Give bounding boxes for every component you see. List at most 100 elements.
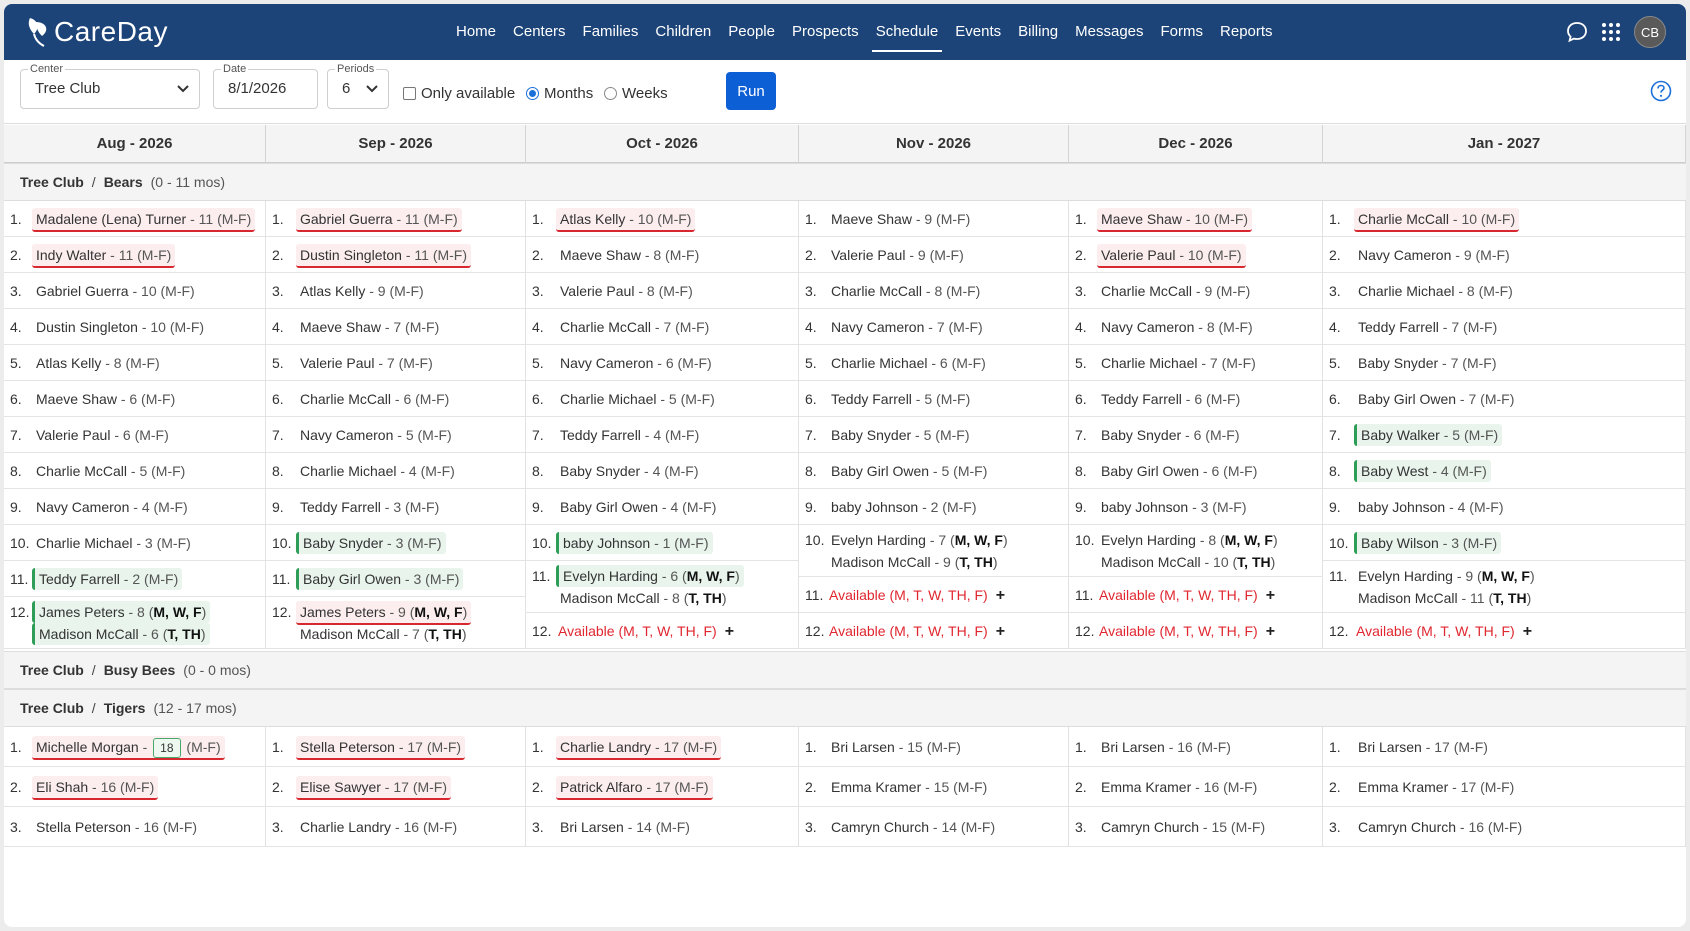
child-entry[interactable]: baby Johnson - 4 (M-F) bbox=[1354, 496, 1508, 518]
child-entry[interactable]: Atlas Kelly - 9 (M-F) bbox=[296, 280, 428, 302]
child-entry[interactable]: Navy Cameron - 9 (M-F) bbox=[1354, 244, 1514, 266]
child-entry[interactable]: Charlie McCall - 6 (M-F) bbox=[296, 388, 453, 410]
nav-item-events[interactable]: Events bbox=[955, 23, 1002, 40]
child-entry[interactable]: Baby Snyder - 6 (M-F) bbox=[1097, 424, 1244, 446]
child-entry[interactable]: Valerie Paul - 7 (M-F) bbox=[296, 352, 437, 374]
child-entry[interactable]: Valerie Paul - 8 (M-F) bbox=[556, 280, 697, 302]
available-slot[interactable]: Available (M, T, W, TH, F) + bbox=[1097, 584, 1279, 607]
child-entry[interactable]: Charlie Michael - 7 (M-F) bbox=[1097, 352, 1260, 374]
child-entry[interactable]: Baby Wilson - 3 (M-F) bbox=[1354, 532, 1502, 554]
child-entry[interactable]: Navy Cameron - 8 (M-F) bbox=[1097, 316, 1257, 338]
child-entry[interactable]: Valerie Paul - 10 (M-F) bbox=[1097, 244, 1246, 268]
child-entry[interactable]: Stella Peterson - 16 (M-F) bbox=[32, 816, 201, 838]
add-icon[interactable]: + bbox=[724, 623, 735, 640]
add-icon[interactable]: + bbox=[1522, 623, 1533, 640]
nav-item-centers[interactable]: Centers bbox=[513, 23, 566, 40]
available-slot[interactable]: Available (M, T, W, TH, F) + bbox=[827, 584, 1009, 607]
child-entry[interactable]: Charlie McCall - 5 (M-F) bbox=[32, 460, 189, 482]
child-entry[interactable]: Gabriel Guerra - 11 (M-F) bbox=[296, 208, 462, 232]
child-entry[interactable]: Maeve Shaw - 6 (M-F) bbox=[32, 388, 179, 410]
date-input[interactable]: Date 8/1/2026 bbox=[213, 63, 318, 109]
child-entry[interactable]: Baby Walker - 5 (M-F) bbox=[1354, 424, 1503, 446]
nav-item-forms[interactable]: Forms bbox=[1160, 23, 1204, 40]
child-entry[interactable]: Baby Snyder - 4 (M-F) bbox=[556, 460, 703, 482]
nav-item-prospects[interactable]: Prospects bbox=[791, 23, 859, 40]
child-entry[interactable]: Dustin Singleton - 11 (M-F) bbox=[296, 244, 472, 268]
child-entry[interactable]: Baby Girl Owen - 4 (M-F) bbox=[556, 496, 720, 518]
child-entry[interactable]: Valerie Paul - 9 (M-F) bbox=[827, 244, 968, 266]
child-entry[interactable]: Camryn Church - 16 (M-F) bbox=[1354, 816, 1526, 838]
child-entry[interactable]: James Peters - 9 (M, W, F) bbox=[296, 601, 472, 625]
child-entry[interactable]: Atlas Kelly - 8 (M-F) bbox=[32, 352, 164, 374]
add-icon[interactable]: + bbox=[995, 587, 1006, 604]
child-entry[interactable]: Dustin Singleton - 10 (M-F) bbox=[32, 316, 208, 338]
careday-logo[interactable]: CareDay bbox=[24, 13, 168, 51]
child-entry[interactable]: Charlie McCall - 9 (M-F) bbox=[1097, 280, 1254, 302]
available-slot[interactable]: Available (M, T, W, TH, F) + bbox=[1354, 620, 1536, 643]
child-entry[interactable]: baby Johnson - 1 (M-F) bbox=[556, 532, 713, 554]
child-entry[interactable]: Baby Snyder - 5 (M-F) bbox=[827, 424, 974, 446]
child-entry[interactable]: Teddy Farrell - 6 (M-F) bbox=[1097, 388, 1244, 410]
child-entry[interactable]: Stella Peterson - 17 (M-F) bbox=[296, 736, 466, 760]
child-entry[interactable]: Baby Snyder - 3 (M-F) bbox=[296, 532, 446, 554]
add-icon[interactable]: + bbox=[995, 623, 1006, 640]
child-entry[interactable]: Madison McCall - 11 (T, TH) bbox=[1354, 587, 1535, 609]
child-entry[interactable]: Emma Kramer - 15 (M-F) bbox=[827, 776, 991, 798]
child-entry[interactable]: Elise Sawyer - 17 (M-F) bbox=[296, 776, 452, 800]
child-entry[interactable]: Baby Girl Owen - 7 (M-F) bbox=[1354, 388, 1518, 410]
periods-select[interactable]: Periods 6 bbox=[327, 63, 389, 109]
child-entry[interactable]: Charlie Michael - 3 (M-F) bbox=[32, 532, 195, 554]
child-entry[interactable]: Charlie Michael - 4 (M-F) bbox=[296, 460, 459, 482]
apps-grid-icon[interactable] bbox=[1598, 19, 1624, 45]
child-entry[interactable]: Charlie McCall - 10 (M-F) bbox=[1354, 208, 1520, 232]
child-entry[interactable]: Camryn Church - 14 (M-F) bbox=[827, 816, 999, 838]
nav-item-reports[interactable]: Reports bbox=[1220, 23, 1273, 40]
nav-item-families[interactable]: Families bbox=[582, 23, 639, 40]
child-entry[interactable]: Charlie Michael - 5 (M-F) bbox=[556, 388, 719, 410]
child-entry[interactable]: Madison McCall - 6 (T, TH) bbox=[32, 623, 210, 645]
child-entry[interactable]: Camryn Church - 15 (M-F) bbox=[1097, 816, 1269, 838]
child-entry[interactable]: Patrick Alfaro - 17 (M-F) bbox=[556, 776, 713, 800]
weeks-radio[interactable]: Weeks bbox=[604, 85, 668, 102]
child-entry[interactable]: Evelyn Harding - 8 (M, W, F) bbox=[1097, 529, 1282, 551]
child-entry[interactable]: Teddy Farrell - 3 (M-F) bbox=[296, 496, 443, 518]
child-entry[interactable]: Teddy Farrell - 7 (M-F) bbox=[1354, 316, 1501, 338]
child-entry[interactable]: Madison McCall - 8 (T, TH) bbox=[556, 587, 731, 609]
child-entry[interactable]: Indy Walter - 11 (M-F) bbox=[32, 244, 176, 268]
child-entry[interactable]: Bri Larsen - 16 (M-F) bbox=[1097, 736, 1235, 758]
child-entry[interactable]: Atlas Kelly - 10 (M-F) bbox=[556, 208, 696, 232]
child-entry[interactable]: Charlie McCall - 7 (M-F) bbox=[556, 316, 713, 338]
child-entry[interactable]: Maeve Shaw - 9 (M-F) bbox=[827, 208, 974, 230]
nav-item-billing[interactable]: Billing bbox=[1018, 23, 1059, 40]
child-entry[interactable]: baby Johnson - 2 (M-F) bbox=[827, 496, 981, 518]
user-avatar[interactable]: CB bbox=[1634, 16, 1666, 48]
nav-item-schedule[interactable]: Schedule bbox=[871, 4, 942, 60]
child-entry[interactable]: James Peters - 8 (M, W, F) bbox=[32, 601, 211, 623]
add-icon[interactable]: + bbox=[1265, 623, 1276, 640]
child-entry[interactable]: Charlie Landry - 17 (M-F) bbox=[556, 736, 722, 760]
months-radio[interactable]: Months bbox=[526, 85, 593, 102]
nav-item-home[interactable]: Home bbox=[456, 23, 497, 40]
child-entry[interactable]: Maeve Shaw - 7 (M-F) bbox=[296, 316, 443, 338]
child-entry[interactable]: Emma Kramer - 16 (M-F) bbox=[1097, 776, 1261, 798]
child-entry[interactable]: Evelyn Harding - 6 (M, W, F) bbox=[556, 565, 744, 587]
help-icon[interactable] bbox=[1650, 80, 1672, 102]
child-entry[interactable]: Madalene (Lena) Turner - 11 (M-F) bbox=[32, 208, 256, 232]
child-entry[interactable]: Baby Girl Owen - 3 (M-F) bbox=[296, 568, 464, 590]
child-entry[interactable]: baby Johnson - 3 (M-F) bbox=[1097, 496, 1251, 518]
child-entry[interactable]: Charlie Michael - 6 (M-F) bbox=[827, 352, 990, 374]
child-entry[interactable]: Navy Cameron - 5 (M-F) bbox=[296, 424, 456, 446]
add-icon[interactable]: + bbox=[1265, 587, 1276, 604]
nav-item-messages[interactable]: Messages bbox=[1075, 23, 1144, 40]
radio-button[interactable] bbox=[526, 87, 539, 100]
nav-item-people[interactable]: People bbox=[728, 23, 775, 40]
run-button[interactable]: Run bbox=[726, 72, 776, 110]
child-entry[interactable]: Teddy Farrell - 5 (M-F) bbox=[827, 388, 974, 410]
child-entry[interactable]: Charlie Landry - 16 (M-F) bbox=[296, 816, 461, 838]
only-available-checkbox[interactable]: Only available bbox=[403, 85, 515, 102]
child-entry[interactable]: Charlie McCall - 8 (M-F) bbox=[827, 280, 984, 302]
child-entry[interactable]: Maeve Shaw - 8 (M-F) bbox=[556, 244, 703, 266]
child-entry[interactable]: Navy Cameron - 4 (M-F) bbox=[32, 496, 192, 518]
available-slot[interactable]: Available (M, T, W, TH, F) + bbox=[827, 620, 1009, 643]
child-entry[interactable]: Evelyn Harding - 9 (M, W, F) bbox=[1354, 565, 1539, 587]
